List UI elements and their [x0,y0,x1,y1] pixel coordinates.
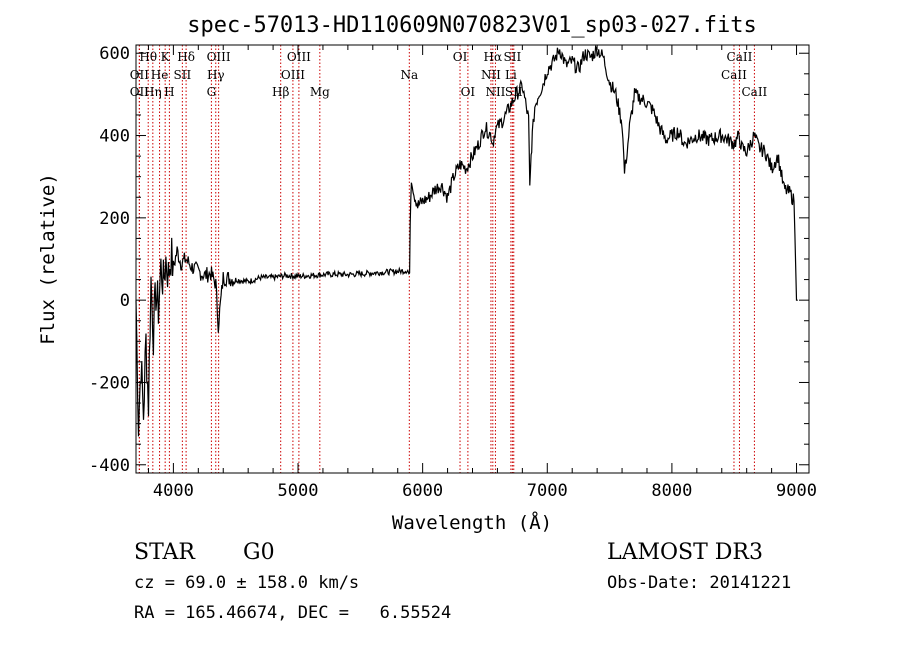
line-label: NII [485,85,505,99]
x-tick-label: 6000 [402,481,443,501]
line-label: He [151,68,169,82]
y-tick-label: -200 [89,373,130,393]
line-label: OI [453,50,468,64]
y-tick-label: -400 [89,456,130,476]
redshift-text: cz = 69.0 ± 158.0 km/s [134,573,360,593]
y-tick-label: 200 [99,209,130,229]
y-tick-label: 0 [120,291,130,311]
line-label: OI [461,85,476,99]
line-label: K [161,50,171,64]
line-label: CaII [727,50,753,64]
line-label: OII [130,68,150,82]
line-label: Hθ [139,50,157,64]
object-subclass: G0 [243,540,275,565]
obs-date-text: Obs-Date: 20141221 [607,573,792,593]
line-label: Hη [144,85,162,99]
x-tick-label: 7000 [527,481,568,501]
x-axis-label: Wavelength (Å) [392,511,552,534]
line-label: Hβ [272,85,289,99]
line-markers [138,45,755,473]
line-label: OIII [281,68,305,82]
line-label: Hα [484,50,503,64]
line-label: Mg [310,85,330,99]
x-tick-label: 8000 [651,481,692,501]
line-label: CaII [721,68,747,82]
coordinates-text: RA = 165.46674, DEC = 6.55524 [134,603,452,623]
line-label: Na [400,68,418,82]
x-axis: 4000 5000 6000 7000 8000 9000 [147,45,817,501]
plot-frame [135,44,810,474]
object-class: STAR [134,540,195,565]
survey-name: LAMOST DR3 [607,540,763,565]
line-label: NII [481,68,501,82]
line-label: SII [504,50,522,64]
x-tick-label: 5000 [278,481,319,501]
spectrum-line [135,44,798,437]
y-tick-label: 400 [99,127,130,147]
line-label: H [164,85,174,99]
line-label: OIII [207,50,231,64]
line-label: G [207,85,217,99]
y-axis-label: Flux (relative) [37,173,59,345]
line-label: Li [505,68,517,82]
x-tick-label: 9000 [776,481,817,501]
line-label: OIII [287,50,311,64]
line-label: Hδ [177,50,195,64]
line-label: CaII [741,85,767,99]
y-axis: -400 -200 0 200 400 600 [89,44,809,476]
y-tick-label: 600 [99,44,130,64]
line-label: OII [130,85,150,99]
line-label: SII [174,68,192,82]
line-label: Hγ [207,68,225,82]
chart-title: spec-57013-HD110609N070823V01_sp03-027.f… [187,13,757,38]
x-tick-label: 4000 [153,481,194,501]
